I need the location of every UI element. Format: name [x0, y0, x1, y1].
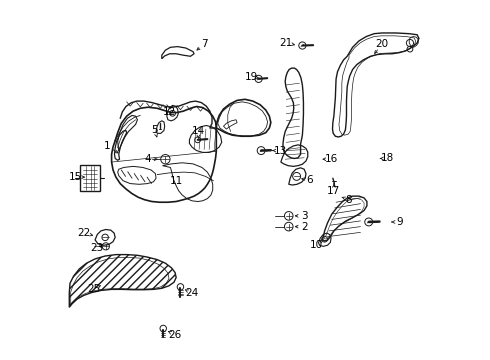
Text: 14: 14: [192, 126, 205, 135]
Text: 7: 7: [201, 39, 208, 49]
Text: 17: 17: [327, 186, 341, 196]
Text: 9: 9: [396, 217, 402, 227]
Text: 15: 15: [69, 172, 82, 182]
Text: 18: 18: [381, 153, 394, 163]
Text: 25: 25: [87, 284, 100, 294]
Text: 23: 23: [91, 243, 104, 253]
Text: 10: 10: [310, 240, 323, 250]
Text: 3: 3: [301, 211, 308, 221]
Text: 12: 12: [163, 107, 176, 117]
Text: 19: 19: [245, 72, 258, 82]
Text: 16: 16: [325, 154, 339, 164]
Text: 20: 20: [375, 40, 389, 49]
Text: 26: 26: [169, 330, 182, 340]
Text: 8: 8: [345, 195, 352, 205]
Text: 21: 21: [280, 38, 293, 48]
Text: 24: 24: [185, 288, 198, 298]
Text: 5: 5: [151, 125, 158, 135]
Text: 1: 1: [103, 141, 110, 151]
Text: 11: 11: [170, 176, 183, 186]
Text: 2: 2: [301, 222, 308, 231]
Text: 4: 4: [145, 154, 151, 164]
Text: 22: 22: [78, 228, 91, 238]
Text: 13: 13: [273, 145, 287, 156]
Text: 6: 6: [306, 175, 313, 185]
